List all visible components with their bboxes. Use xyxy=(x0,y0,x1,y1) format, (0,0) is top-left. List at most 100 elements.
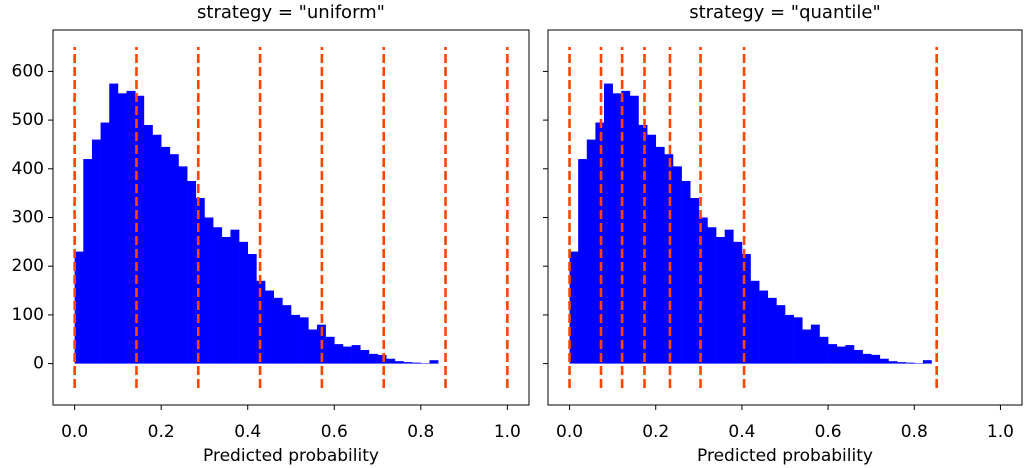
histogram-bar xyxy=(204,217,214,364)
histogram-bar xyxy=(785,314,794,364)
histogram-bar xyxy=(247,254,257,364)
histogram-bar xyxy=(161,146,171,364)
histogram-bar xyxy=(578,159,588,364)
histogram-bar xyxy=(126,90,136,364)
y-tick-label: 0 xyxy=(33,354,44,374)
histogram-bar xyxy=(221,236,231,364)
histogram-bar xyxy=(351,345,361,364)
histogram-bar xyxy=(152,134,162,364)
x-tick-label: 0.0 xyxy=(61,422,88,442)
histogram-bar xyxy=(836,346,846,364)
histogram-bar xyxy=(647,134,657,364)
histogram-bar xyxy=(871,354,881,364)
histogram-bar xyxy=(707,227,717,364)
histogram-bar xyxy=(776,305,786,364)
histogram-bar xyxy=(724,229,734,364)
histogram-bar xyxy=(810,324,820,364)
histogram-bar xyxy=(690,198,700,364)
y-tick-label: 500 xyxy=(12,110,44,130)
histogram-bar xyxy=(681,180,691,364)
histogram-bar xyxy=(612,93,622,364)
histogram-bar xyxy=(325,336,335,364)
x-tick-label: 0.8 xyxy=(901,422,928,442)
y-tick-label: 100 xyxy=(12,305,44,325)
histogram-bar xyxy=(178,166,188,364)
histogram-bar xyxy=(750,280,760,364)
x-tick-label: 0.6 xyxy=(321,422,348,442)
histogram-bar xyxy=(888,361,898,364)
chart-title: strategy = "uniform" xyxy=(197,2,385,23)
histogram-bar xyxy=(672,166,682,364)
x-tick-label: 0.2 xyxy=(148,422,175,442)
histogram-bar xyxy=(386,358,396,364)
x-tick-label: 0.4 xyxy=(234,422,261,442)
histogram-bar xyxy=(716,236,725,364)
histogram-bar xyxy=(74,251,84,364)
histogram-bar xyxy=(83,159,93,364)
histogram-bar xyxy=(265,290,274,364)
histogram-bar xyxy=(135,95,145,364)
histogram-bar xyxy=(213,227,223,364)
x-tick-label: 1.0 xyxy=(987,422,1014,442)
histogram-bar xyxy=(604,83,613,364)
histogram-bar xyxy=(100,122,110,364)
histogram-bar xyxy=(569,251,579,364)
histogram-bar xyxy=(429,360,439,364)
x-tick-label: 0.8 xyxy=(407,422,434,442)
histogram-bar xyxy=(733,241,743,364)
histogram-bar xyxy=(169,154,179,364)
histogram-bar xyxy=(412,362,422,364)
y-tick-label: 600 xyxy=(12,61,44,81)
histogram-bar xyxy=(629,95,639,364)
histogram-bar xyxy=(698,217,708,364)
histogram-bar xyxy=(239,241,249,364)
histogram-bar xyxy=(143,124,153,364)
histogram-bar xyxy=(767,297,777,364)
x-axis-label: Predicted probability xyxy=(203,446,379,466)
histogram-bar xyxy=(664,154,674,364)
histogram-bar xyxy=(394,361,404,364)
x-tick-label: 1.0 xyxy=(494,422,521,442)
histogram-bar xyxy=(905,362,915,364)
histogram-bar xyxy=(853,349,863,364)
x-tick-label: 0.6 xyxy=(815,422,842,442)
histogram-bar xyxy=(299,317,309,364)
histogram-bar xyxy=(308,329,318,364)
histogram-bar xyxy=(91,139,101,364)
histogram-bar xyxy=(621,90,631,364)
histogram-bar xyxy=(655,146,665,364)
histogram-bar xyxy=(291,314,300,364)
histogram-bar xyxy=(819,336,829,364)
histogram-bar xyxy=(377,354,387,364)
histogram-bar xyxy=(828,344,838,364)
histogram-bar xyxy=(802,329,812,364)
histogram-bar xyxy=(360,349,370,364)
histogram-bar xyxy=(845,345,855,364)
histogram-bar xyxy=(922,360,932,364)
histogram-bar xyxy=(897,362,906,364)
histogram-bar xyxy=(368,353,378,364)
histogram-bar xyxy=(117,93,127,364)
histogram-bar xyxy=(793,317,803,364)
histogram-bar xyxy=(759,290,769,364)
histogram-bar xyxy=(334,344,344,364)
y-tick-label: 200 xyxy=(12,256,44,276)
chart-title: strategy = "quantile" xyxy=(689,2,881,23)
x-tick-label: 0.2 xyxy=(642,422,669,442)
y-tick-label: 400 xyxy=(12,159,44,179)
histogram-bar xyxy=(109,83,119,364)
histogram-bar xyxy=(342,346,352,364)
y-tick-label: 300 xyxy=(12,208,44,228)
x-axis-label: Predicted probability xyxy=(697,446,873,466)
histogram-bar xyxy=(741,254,751,364)
histogram-bar xyxy=(195,198,205,364)
histogram-bar xyxy=(282,305,292,364)
histogram-bar xyxy=(273,297,283,364)
histogram-bar xyxy=(403,362,413,364)
x-tick-label: 0.4 xyxy=(728,422,755,442)
x-tick-label: 0.0 xyxy=(556,422,583,442)
histogram-bar xyxy=(879,358,889,364)
histogram-bar xyxy=(638,124,648,364)
histogram-bar xyxy=(586,139,596,364)
